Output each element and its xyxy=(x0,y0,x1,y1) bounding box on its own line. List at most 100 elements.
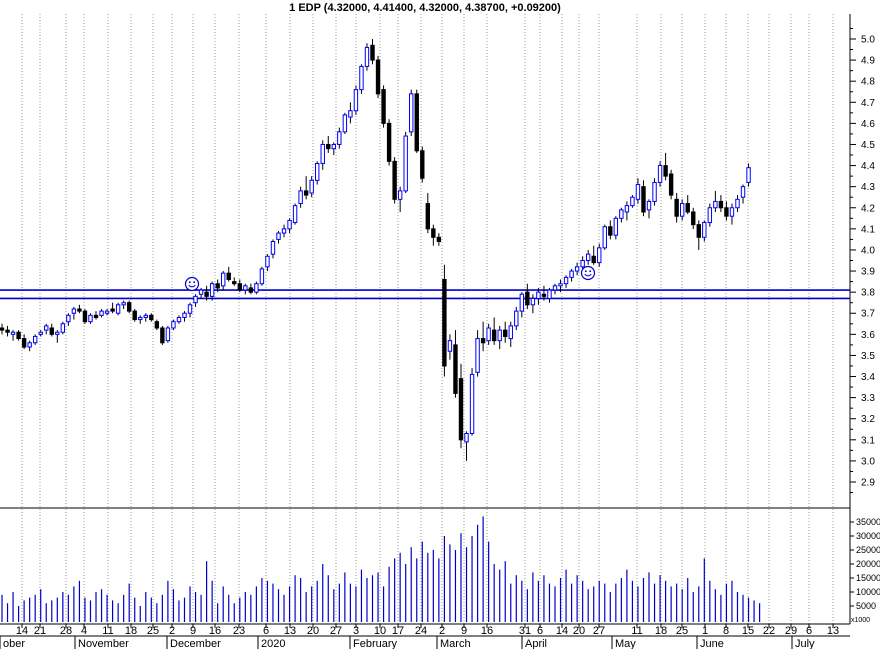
candle-body-up xyxy=(221,272,226,287)
price-tick-label: 5.0 xyxy=(861,35,875,46)
candle xyxy=(713,190,718,212)
candle-body-up xyxy=(403,135,408,192)
candle xyxy=(409,89,414,137)
candle xyxy=(458,363,464,449)
candle-body-down xyxy=(160,327,165,344)
price-tick-label: 3.0 xyxy=(861,456,875,467)
candle-body-up xyxy=(209,283,215,297)
candle-body-up xyxy=(735,198,740,209)
candle xyxy=(265,254,270,272)
candle xyxy=(668,169,674,200)
candle-body-up xyxy=(287,219,292,230)
candle-body-down xyxy=(691,211,696,226)
price-tick-label: 4.5 xyxy=(861,140,875,151)
candle xyxy=(536,287,541,305)
candle-body-down xyxy=(453,344,458,394)
candle xyxy=(591,245,596,265)
candle-body-up xyxy=(397,190,403,200)
candle xyxy=(602,224,607,250)
candle xyxy=(204,285,209,301)
candle xyxy=(243,283,248,295)
candle-body-down xyxy=(674,198,679,217)
candle-body-up xyxy=(259,268,265,285)
candle xyxy=(16,330,21,341)
candle-body-up xyxy=(536,291,541,299)
candle-body-down xyxy=(431,228,436,238)
candle xyxy=(21,334,27,350)
candle-body-down xyxy=(392,160,397,200)
volume-tick-label: 35000 xyxy=(856,517,880,527)
date-tick-label: 3 xyxy=(353,625,359,637)
date-tick-label: 2 xyxy=(169,625,175,637)
date-tick-label: 8 xyxy=(723,625,729,637)
candle xyxy=(121,300,126,310)
date-tick-label: 18 xyxy=(655,625,667,637)
candle xyxy=(486,323,491,345)
candle xyxy=(519,292,525,318)
candle xyxy=(503,321,508,343)
candle-body-down xyxy=(21,338,27,348)
chart-title: 1 EDP (4.32000, 4.41400, 4.32000, 4.3870… xyxy=(289,2,561,14)
price-tick-label: 3.3 xyxy=(861,393,875,404)
candle xyxy=(563,275,569,288)
month-label: April xyxy=(525,638,547,649)
candle xyxy=(110,302,115,314)
price-axis: 2.9 3.0 3.1 3.2 3.3 3.4 3.5 3.6 3.7 3.8 3.9 4.0 4.1 4… xyxy=(850,27,875,494)
date-tick-label: 25 xyxy=(676,625,688,637)
candle-body-up xyxy=(497,329,502,342)
candle xyxy=(381,85,386,128)
candle xyxy=(641,180,646,217)
candle-body-down xyxy=(303,190,309,196)
candle-body-down xyxy=(226,272,231,280)
candle-body-down xyxy=(420,150,425,179)
candle xyxy=(132,309,137,322)
candle xyxy=(270,239,276,259)
month-label: 2020 xyxy=(261,638,285,649)
candle-body-up xyxy=(713,200,718,209)
price-tick-label: 2.9 xyxy=(861,478,875,489)
candle xyxy=(619,207,624,223)
candle xyxy=(746,163,751,187)
candle xyxy=(729,203,735,225)
candle-body-down xyxy=(82,310,88,323)
date-tick-label: 24 xyxy=(415,625,427,637)
candle xyxy=(552,283,558,295)
candle-body-up xyxy=(580,260,585,268)
candle xyxy=(646,199,652,219)
candle xyxy=(71,306,77,320)
month-label: March xyxy=(440,638,471,649)
candle-body-up xyxy=(353,89,359,112)
candle xyxy=(77,304,82,314)
candle-body-up xyxy=(193,295,198,304)
date-tick-label: 14 xyxy=(16,625,28,637)
candle-body-down xyxy=(93,314,99,318)
candle xyxy=(5,325,10,337)
candle-body-up xyxy=(138,316,143,321)
date-tick-label: 20 xyxy=(307,625,319,637)
candle-body-up xyxy=(337,131,342,145)
candle xyxy=(508,321,513,347)
price-tick-label: 4.2 xyxy=(861,203,875,214)
smiley-icon xyxy=(580,265,596,281)
candle-body-up xyxy=(359,65,364,91)
candle-body-down xyxy=(663,165,668,177)
candle xyxy=(259,266,265,286)
candle xyxy=(491,317,497,345)
candle-body-up xyxy=(243,285,248,291)
candle xyxy=(160,325,165,345)
date-tick-label: 29 xyxy=(785,625,797,637)
price-tick-label: 4.1 xyxy=(861,224,875,235)
candle xyxy=(464,431,469,461)
candle-body-down xyxy=(375,59,381,95)
candle xyxy=(375,55,381,99)
candle-body-up xyxy=(270,241,276,255)
date-axis: 14 21 28 4 11 18 25 2 9 16 23 6 13 20 27 3 10 17 24 2 9 16 31 6… xyxy=(0,624,839,649)
candle-body-up xyxy=(619,209,624,219)
candle-body-up xyxy=(298,190,303,205)
candle xyxy=(442,264,447,377)
candle-body-up xyxy=(547,289,552,299)
candle-body-down xyxy=(204,291,209,297)
candle xyxy=(541,285,547,301)
candle-body-up xyxy=(508,325,513,340)
candle xyxy=(138,315,143,324)
